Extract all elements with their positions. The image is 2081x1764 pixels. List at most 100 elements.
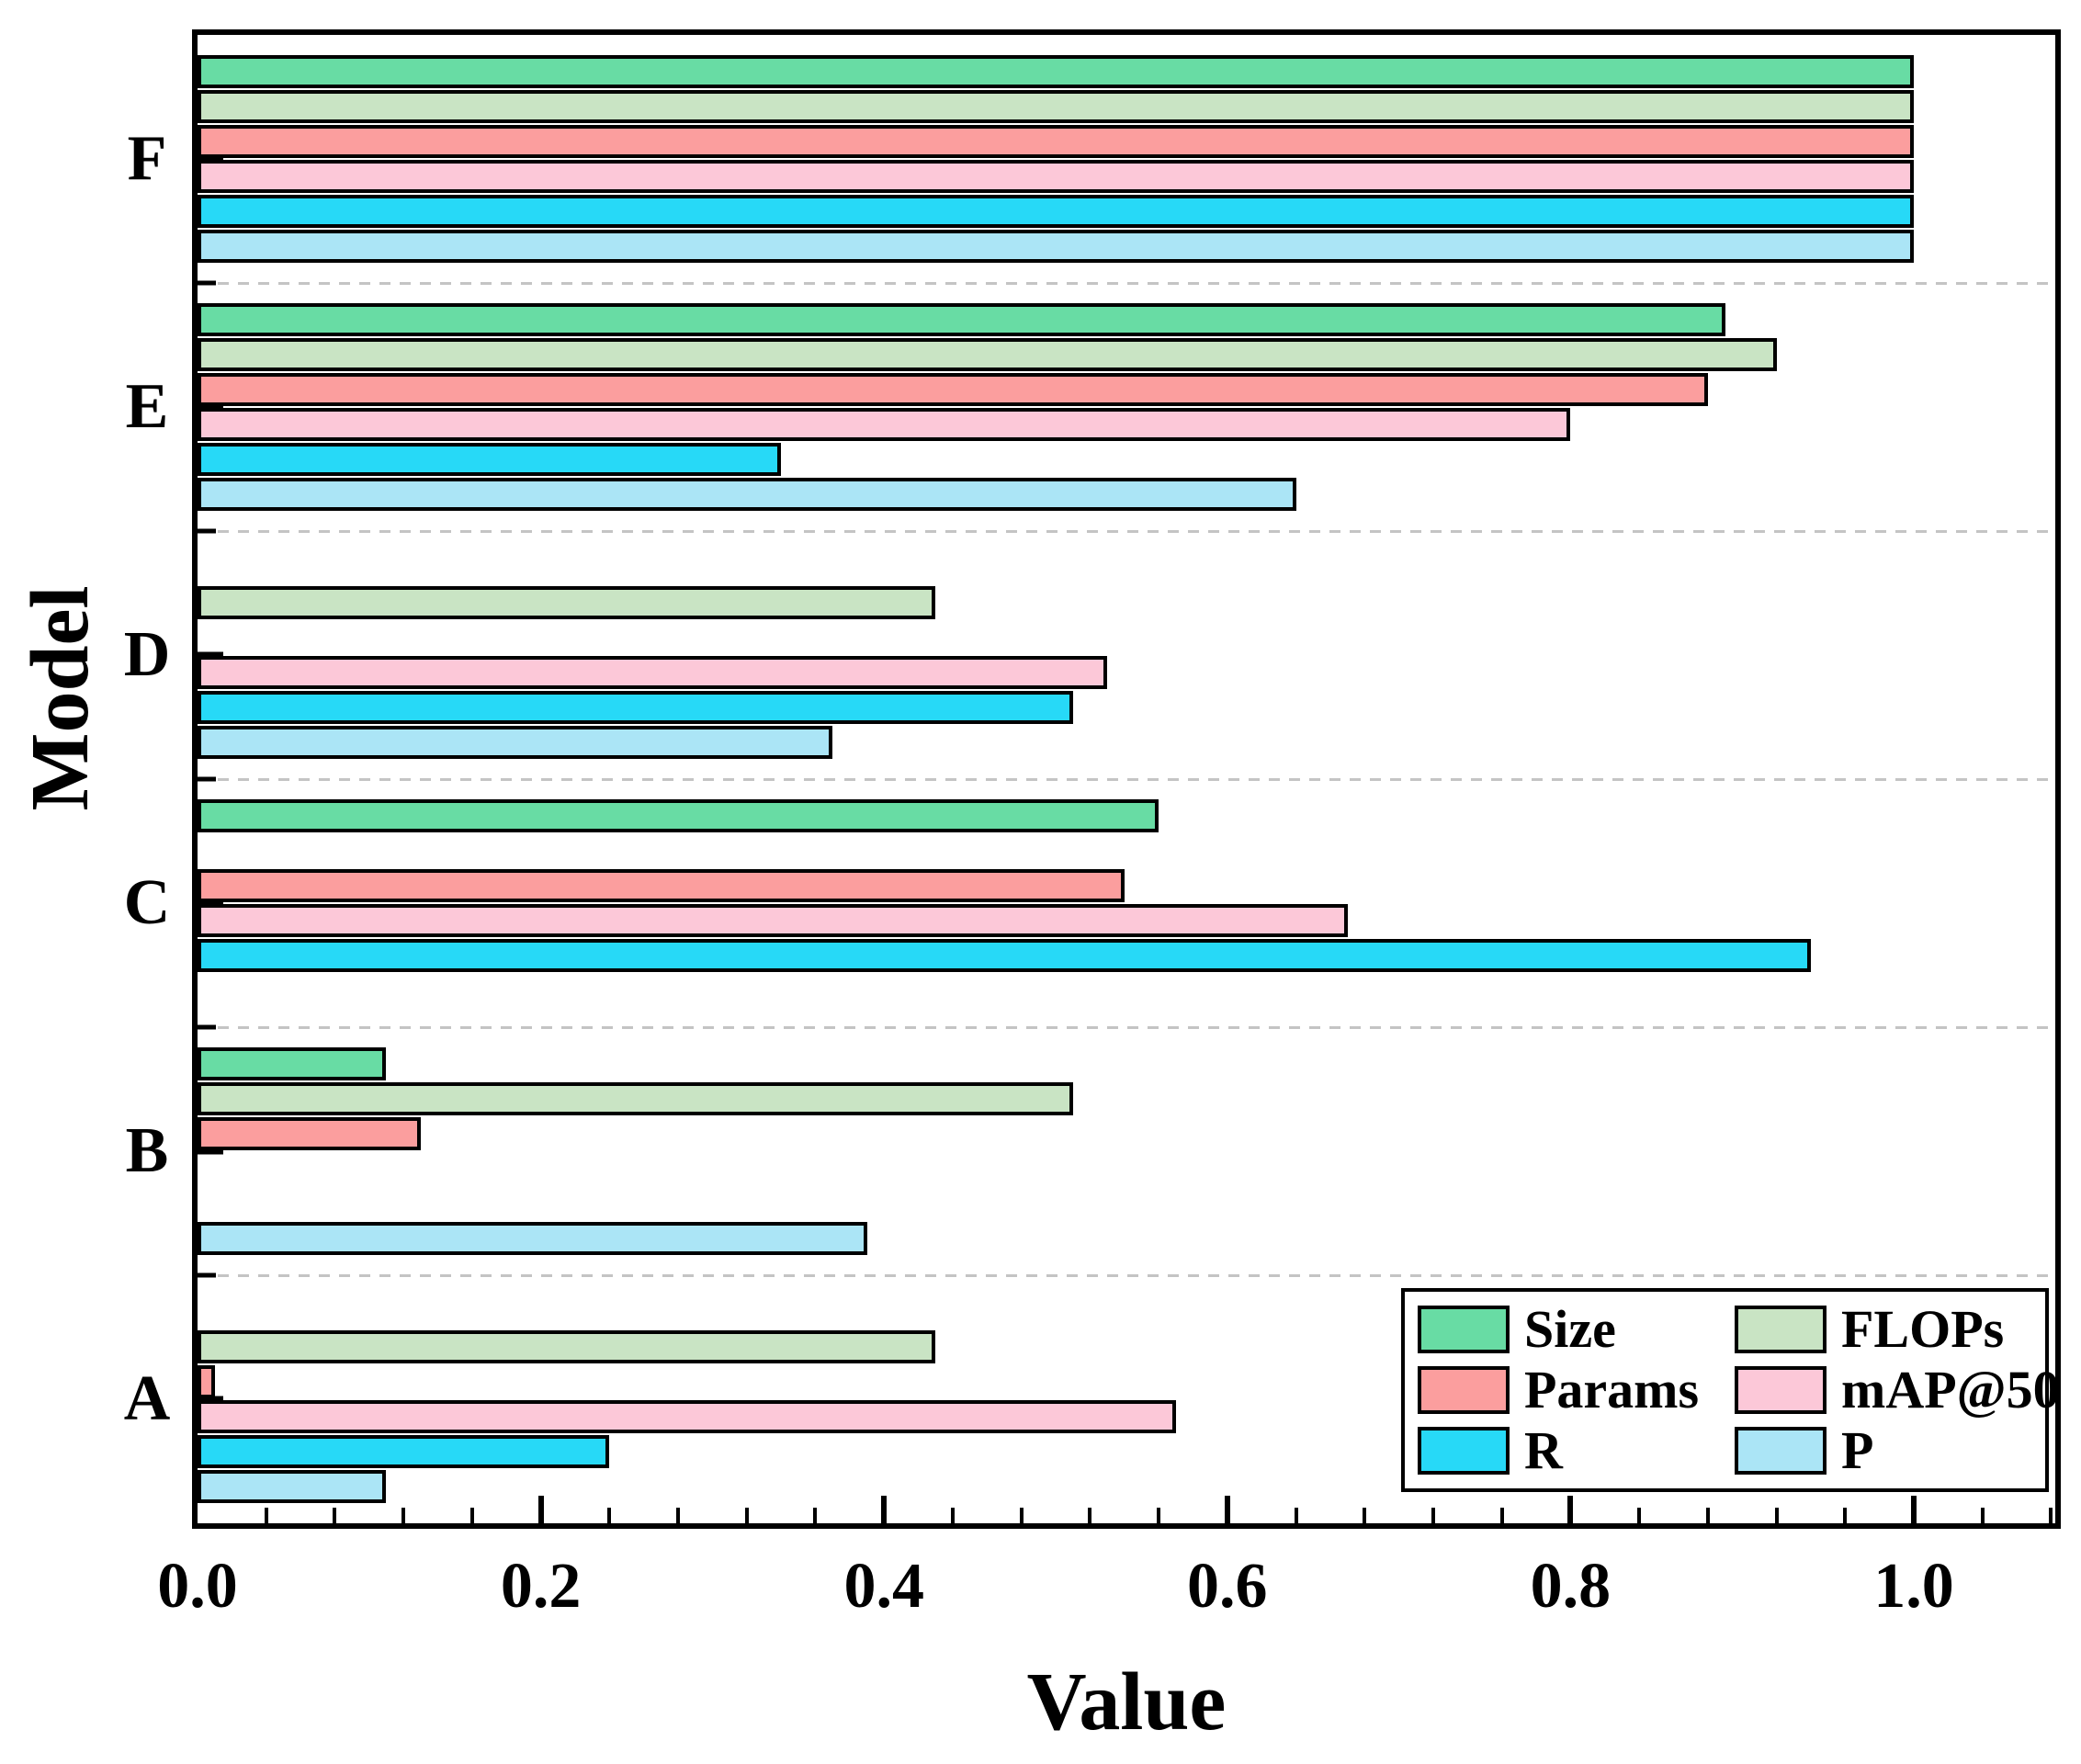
bar-A-FLOPs (198, 1330, 935, 1363)
x-minor-tick (2049, 1508, 2053, 1523)
bar-F-Params (198, 125, 1914, 158)
x-minor-tick (1774, 1508, 1779, 1523)
bar-E-Size (198, 303, 1725, 336)
bar-D-P (198, 726, 832, 759)
y-tick-label-B: B (125, 1115, 169, 1186)
legend-label-Size: Size (1524, 1299, 1616, 1359)
x-minor-tick (1019, 1508, 1024, 1523)
y-major-tick (198, 651, 223, 659)
bar-group-D (198, 531, 2055, 779)
legend-item-P: P (1735, 1424, 2060, 1477)
x-major-tick (1911, 1496, 1917, 1523)
bar-A-mAP@50 (198, 1400, 1176, 1433)
bar-F-P (198, 230, 1914, 263)
legend-label-FLOPs: FLOPs (1841, 1299, 2005, 1359)
bar-slot-empty-B-mAP@50 (198, 1152, 2055, 1185)
bar-group-C (198, 779, 2055, 1027)
legend: Size FLOPs Params mAP@50 R P (1401, 1288, 2060, 1492)
legend-swatch-FLOPs (1735, 1306, 1827, 1353)
bar-group-B (198, 1027, 2055, 1275)
bar-D-R (198, 691, 1073, 724)
bar-F-R (198, 195, 1914, 228)
y-axis-title: Model (15, 585, 106, 811)
bar-E-Params (198, 373, 1708, 406)
x-minor-tick (744, 1508, 749, 1523)
bar-A-R (198, 1435, 609, 1468)
bar-F-Size (198, 55, 1914, 88)
x-major-tick (881, 1496, 888, 1523)
x-tick-label-0.6: 0.6 (1187, 1551, 1268, 1622)
legend-item-mAP@50: mAP@50 (1735, 1363, 2060, 1417)
legend-label-mAP@50: mAP@50 (1841, 1360, 2060, 1419)
x-tick-label-1.0: 1.0 (1873, 1551, 1954, 1622)
bar-B-FLOPs (198, 1082, 1073, 1115)
bar-F-mAP@50 (198, 160, 1914, 193)
y-minor-tick (198, 1272, 216, 1278)
gridline (198, 778, 2055, 781)
legend-item-R: R (1418, 1424, 1735, 1477)
legend-item-FLOPs: FLOPs (1735, 1303, 2060, 1356)
x-minor-tick (1088, 1508, 1092, 1523)
bar-D-mAP@50 (198, 656, 1107, 689)
x-tick-label-0.8: 0.8 (1530, 1551, 1612, 1622)
x-tick-label-0.2: 0.2 (500, 1551, 582, 1622)
bar-slot-empty-C-P (198, 974, 2055, 1007)
gridline (198, 282, 2055, 285)
gridline (198, 1026, 2055, 1029)
x-major-tick (1224, 1496, 1230, 1523)
gridline (198, 530, 2055, 533)
bar-slot-empty-D-Size (198, 551, 2055, 584)
bar-D-FLOPs (198, 586, 935, 619)
bar-slot-empty-D-Params (198, 621, 2055, 654)
x-minor-tick (1157, 1508, 1161, 1523)
x-minor-tick (950, 1508, 955, 1523)
x-tick-label-0.0: 0.0 (157, 1551, 238, 1622)
x-major-tick (1567, 1496, 1574, 1523)
y-tick-label-E: E (125, 371, 169, 442)
bar-B-P (198, 1222, 867, 1255)
x-minor-tick (1499, 1508, 1504, 1523)
legend-swatch-Size (1418, 1306, 1510, 1353)
y-tick-label-D: D (123, 619, 171, 690)
bar-slot-empty-C-FLOPs (198, 834, 2055, 867)
y-tick-label-C: C (123, 867, 171, 938)
x-minor-tick (1843, 1508, 1848, 1523)
y-major-tick (198, 899, 223, 907)
bar-E-P (198, 478, 1296, 511)
bar-A-Params (198, 1365, 215, 1398)
x-minor-tick (813, 1508, 818, 1523)
bar-group-F (198, 35, 2055, 283)
x-minor-tick (1705, 1508, 1710, 1523)
x-minor-tick (469, 1508, 474, 1523)
bar-B-Params (198, 1117, 421, 1150)
bar-C-R (198, 939, 1811, 972)
x-minor-tick (264, 1508, 268, 1523)
legend-label-Params: Params (1524, 1360, 1700, 1419)
bar-group-E (198, 283, 2055, 531)
bar-C-Params (198, 869, 1125, 902)
y-minor-tick (198, 1024, 216, 1030)
bar-group-A (198, 1275, 2055, 1523)
x-minor-tick (676, 1508, 681, 1523)
x-minor-tick (1363, 1508, 1367, 1523)
bar-C-mAP@50 (198, 904, 1348, 937)
legend-swatch-R (1418, 1427, 1510, 1475)
bar-A-P (198, 1470, 386, 1503)
x-minor-tick (607, 1508, 612, 1523)
x-minor-tick (401, 1508, 406, 1523)
bar-E-R (198, 443, 781, 476)
bar-E-FLOPs (198, 338, 1777, 371)
y-minor-tick (198, 528, 216, 534)
y-minor-tick (198, 280, 216, 286)
y-major-tick (198, 1148, 223, 1155)
bar-slot-empty-B-R (198, 1187, 2055, 1220)
x-minor-tick (1431, 1508, 1435, 1523)
x-major-tick (537, 1496, 544, 1523)
gridline (198, 1274, 2055, 1277)
legend-label-R: R (1524, 1420, 1563, 1480)
legend-swatch-Params (1418, 1366, 1510, 1414)
y-major-tick (198, 155, 223, 163)
legend-swatch-P (1735, 1427, 1827, 1475)
y-major-tick (198, 1396, 223, 1403)
